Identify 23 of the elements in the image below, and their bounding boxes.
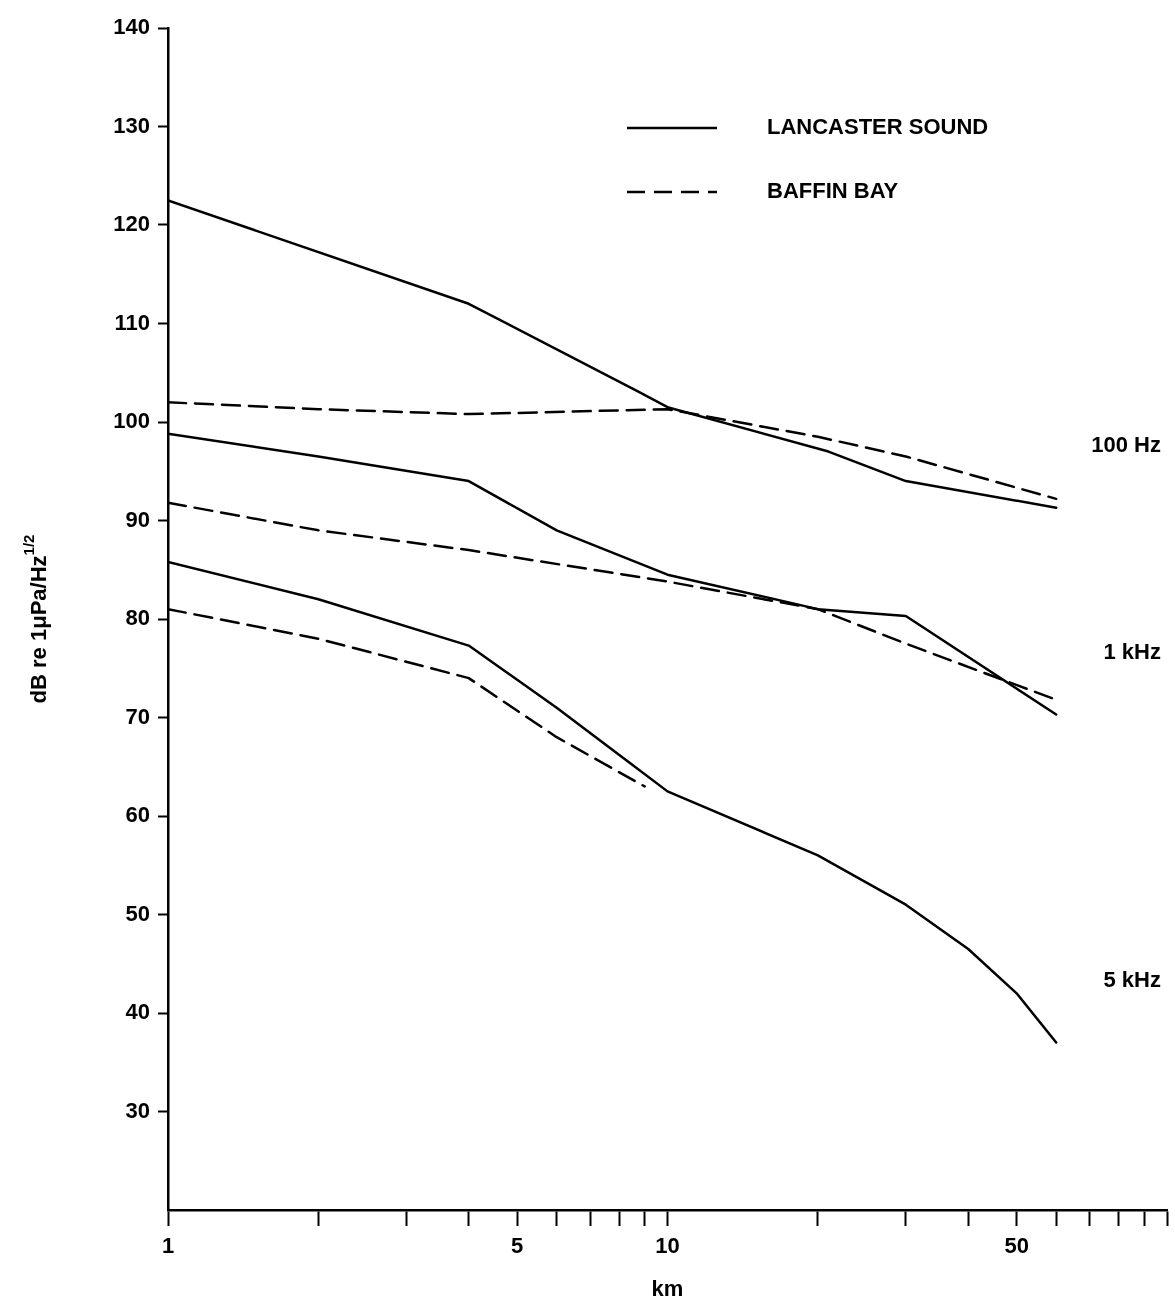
y-tick-label: 110 (114, 309, 150, 335)
legend-label: LANCASTER SOUND (767, 114, 989, 140)
y-axis-title: dB re 1μPa/Hz1/2 (20, 534, 52, 704)
x-tick-label: 50 (1004, 1233, 1029, 1259)
y-tick-label: 70 (125, 703, 150, 729)
x-axis-title: km (651, 1276, 684, 1302)
y-tick-label: 120 (113, 211, 150, 237)
y-tick-label: 140 (113, 14, 150, 40)
y-tick-label: 60 (125, 802, 150, 828)
x-tick-label: 10 (655, 1233, 680, 1259)
annotation: 100 Hz (1091, 431, 1161, 457)
y-tick-label: 30 (125, 1097, 150, 1123)
legend-label: BAFFIN BAY (767, 178, 899, 204)
y-tick-label: 100 (113, 408, 150, 434)
y-tick-label: 90 (125, 506, 150, 532)
y-tick-label: 80 (125, 605, 150, 631)
x-tick-label: 1 (161, 1233, 175, 1259)
annotation: 1 kHz (1103, 638, 1161, 664)
annotation: 5 kHz (1103, 966, 1161, 992)
y-tick-label: 40 (125, 999, 150, 1025)
y-tick-label: 50 (125, 900, 150, 926)
x-tick-label: 5 (511, 1233, 524, 1259)
y-tick-label: 130 (113, 112, 150, 138)
